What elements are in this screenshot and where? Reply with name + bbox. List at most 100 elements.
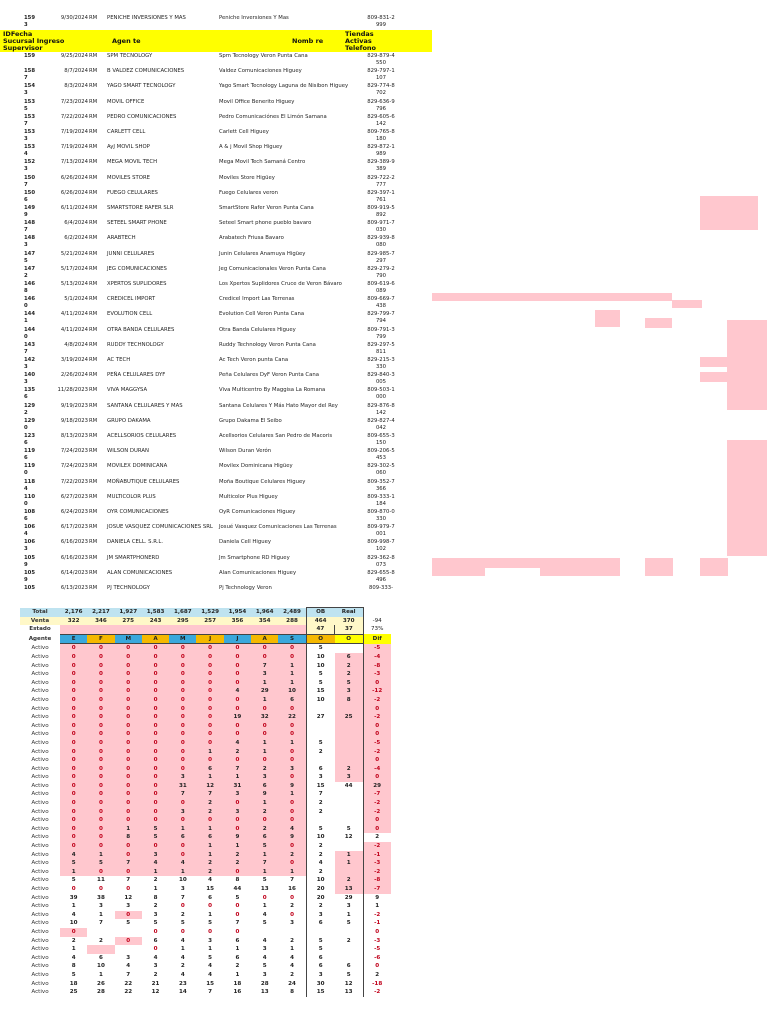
month-value: 0 [196,713,224,722]
store-row[interactable]: 1403 2/26/2024 RM PEÑA CELULARES DYF Peña Ce… [0,372,400,387]
store-row[interactable]: 1534 7/19/2024 RM AyJ MOVIL SHOP A & j Movil… [0,144,400,159]
month-value: 2 [290,903,294,910]
store-date: 7/22/2024 [60,113,88,120]
total-value: 1,964 [251,607,279,617]
month-value: 1 [208,946,213,953]
venta-value: 275 [114,616,142,626]
month-value: 1 [235,971,240,978]
real-value: 13 [334,988,364,997]
month-value: 24 [288,980,296,987]
store-row[interactable]: 1064 6/17/2023 RM JOSUE VASQUEZ COMUNICACIO… [0,524,400,539]
agent-row: Activo 4 1 0 3 2 1 0 4 0 3 1 -2 [20,910,413,920]
month-value: 2 [223,859,252,868]
store-name: Yago Smart Tecnology Laguna de Nisibon H… [219,83,349,90]
store-row[interactable]: 1507 6/26/2024 RM MOVILES STORE Moviles Stor… [0,175,400,190]
store-row[interactable]: 159 9/25/2024 RM SPM TECNOLOGY Spm Tecnology… [0,53,400,68]
month-value: 2 [223,850,252,860]
store-row[interactable]: 1290 9/18/2023 RM GRUPO DAKAMA Grupo Dakama … [0,418,400,433]
store-row[interactable]: 1487 6/4/2024 RM SETEEL SMART PHONE Seteel S… [0,220,400,235]
month-value: 1 [251,747,279,757]
month-value: 0 [87,747,115,757]
ob-value: 3 [305,910,335,920]
month-value: 22 [124,980,133,987]
agent-row: Activo 0 0 0 0 0 0 0 1 6 10 8 -2 [20,695,413,705]
month-value: 0 [60,678,88,688]
store-row[interactable]: 1460 5/1/2024 RM CREDICEL IMPORT Credicel Im… [0,296,400,311]
store-row[interactable]: 1059 6/16/2023 RM JM SMARTPHONERD Jm Smartph… [0,555,400,570]
store-row[interactable]: 1086 6/24/2023 RM OYR COMUNICACIONES OyR Com… [0,509,400,524]
header-id-fecha[interactable]: IDFecha [3,30,33,38]
month-value: 14 [178,989,187,996]
month-value: 1 [98,971,103,978]
dif-value: -4 [363,652,391,662]
store-row[interactable]: 1523 7/13/2024 RM MEGA MOVIL TECH Mega Movil… [0,159,400,174]
header-supervisor[interactable]: Supervisor [3,44,43,52]
month-value: 0 [169,816,197,825]
header-nombre[interactable]: Nomb re [292,37,324,45]
month-value: 0 [141,807,170,817]
header-agente[interactable]: Agen te [112,37,141,45]
store-row[interactable]: 1441 4/11/2024 RM EVOLUTION CELL Evolution C… [0,311,400,326]
month-value: 0 [180,928,185,935]
store-row[interactable]: 1533 7/19/2024 RM CARLETT CELL Carlett Cell … [0,129,400,144]
blank [391,644,413,653]
store-row[interactable]: 1196 7/24/2023 RM WILSON DURAN Wilson Duran … [0,448,400,463]
store-row[interactable]: 1236 8/13/2023 RM ACELLSORIOS CELULARES Acel… [0,433,400,448]
month-value: 0 [60,781,88,791]
agent-status: Activo [31,825,49,832]
store-row[interactable]: 105 6/13/2023 RM PJ TECHNOLOGY Pj Technology… [0,585,400,600]
store-row[interactable]: 1475 5/21/2024 RM JUNNI CELULARES Junin Celu… [0,251,400,266]
store-row[interactable]: 1499 6/11/2024 RM SMARTSTORE RAFER SLR Smart… [0,205,400,220]
header-tiendas-activas-telefono[interactable]: Tiendas Activas Telefono [345,30,377,52]
dif-value: -3 [363,859,391,868]
real-value [334,927,364,937]
store-row[interactable]: 1593 9/30/2024 RM PENICHE INVERSIONES Y MAS… [0,15,400,30]
blank [391,756,413,765]
store-agent: OYR COMUNICACIONES [107,509,169,515]
store-row[interactable]: 1356 11/28/2023 RM VIVA MAGGYSA Viva Multice… [0,387,400,402]
store-row[interactable]: 1543 8/3/2024 RM YAGO SMART TECNOLOGY Yago S… [0,83,400,98]
month-value: 3 [262,946,267,953]
month-value: 0 [169,713,197,722]
store-row[interactable]: 1468 5/13/2024 RM XPERTOS SUPLIDORES Los Xpe… [0,281,400,296]
store-row[interactable]: 1059 6/14/2023 RM ALAN COMUNICACIONES Alan C… [0,570,400,585]
month-value: 0 [141,756,170,765]
agent-row: Activo 0 0 0 0 0 0 4 29 10 15 3 -12 [20,687,413,696]
store-row[interactable]: 1100 6/27/2023 RM MULTICOLOR PLUS Multicolor… [0,494,400,509]
venta-value: 257 [196,616,224,626]
month-value: 0 [87,781,115,791]
store-row[interactable]: 1423 3/19/2024 RM AC TECH Ac Tech Veron punt… [0,357,400,372]
store-phone: 829-774-8702 [367,83,395,97]
ob-value: 5 [305,824,335,834]
store-row[interactable]: 1537 7/22/2024 RM PEDRO COMUNICACIONES Pedro… [0,114,400,129]
dif-value: 0 [363,730,391,739]
agent-row: Activo 0 0 0 0 0 0 0 7 1 10 2 -8 [20,661,413,671]
store-row[interactable]: 1440 4/11/2024 RM OTRA BANDA CELULARES Otra … [0,327,400,342]
store-row[interactable]: 1184 7/22/2023 RM MOÑABUTIQUE CELULARES Moña… [0,479,400,494]
store-id: 1460 [24,296,36,310]
store-row[interactable]: 1472 5/17/2024 RM JEG COMUNICACIONES Jeg Com… [0,266,400,281]
month-value: 0 [60,730,88,739]
month-value: 0 [169,643,197,653]
store-row[interactable]: 1506 6/26/2024 RM FUEGO CELULARES Fuego Celu… [0,190,400,205]
store-row[interactable]: 1063 6/16/2023 RM DANIELA CELL. S.R.L. Danie… [0,539,400,554]
header-sucursal-ingreso[interactable]: Sucursal Ingreso [3,37,65,45]
store-row[interactable]: 1437 4/8/2024 RM RUDDY TECHNOLOGY Ruddy Tech… [0,342,400,357]
store-phone: 829-605-6142 [367,113,395,127]
store-row[interactable]: 1483 6/2/2024 RM ARABTECH Arabatech Friusa B… [0,235,400,250]
month-value: 6 [251,833,279,843]
month-value: 4 [180,937,185,944]
store-row[interactable]: 1292 9/19/2023 RM SANTANA CELULARES Y MAS Sa… [0,403,400,418]
month-value: 0 [87,842,115,851]
store-date: 4/11/2024 [60,311,88,318]
store-phone: 829-297-5811 [367,341,395,355]
venta-ob: 464 [305,616,335,626]
store-row[interactable]: 1535 7/23/2024 RM MOVIL OFFICE Movil Office … [0,99,400,114]
store-id: 1356 [24,387,36,401]
dif-value: -7 [363,790,391,800]
month-value: 0 [251,704,279,714]
month-value: 0 [223,652,252,662]
agent-row: Activo 1 0 1 1 1 3 1 5 -5 [20,945,413,954]
store-row[interactable]: 1587 8/7/2024 RM B VALDEZ COMUNICACIONES Val… [0,68,400,83]
store-row[interactable]: 1190 7/24/2023 RM MOVILEX DOMINICANA Movilex… [0,463,400,478]
